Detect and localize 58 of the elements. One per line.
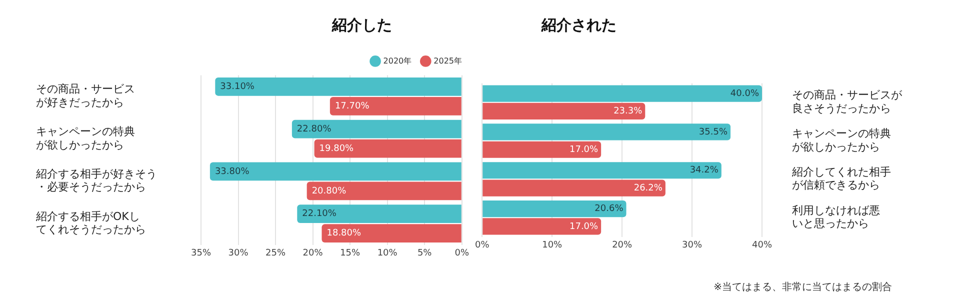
data-label: 35.5% [698,127,728,138]
bar [292,120,462,138]
x-tick-label: 20% [302,248,324,259]
x-tick-label: 35% [190,248,212,259]
x-tick-label: 40% [752,240,772,251]
y-tick-label: その商品・サービスが好きだったから [36,82,135,109]
x-tick-label: 10% [377,248,398,259]
y-tick-label: キャンペーンの特典が欲しかったから [36,125,135,152]
x-tick-label: 5% [417,248,432,259]
y-tick-label: その商品・サービスが良さそうだったから [792,88,903,115]
bar [482,218,602,235]
legend-label: 2025年 [434,56,462,66]
bar [215,77,462,96]
data-label: 20.80% [312,186,347,196]
data-label: 23.3% [614,106,643,117]
data-label: 33.80% [214,166,250,177]
x-tick-label: 10% [542,240,563,251]
data-label: 34.2% [690,166,719,176]
x-tick-label: 0% [475,240,490,251]
bar [314,139,462,158]
data-label: 17.0% [569,222,599,232]
data-label: 22.10% [302,209,337,220]
y-tick-label: キャンペーンの特典が欲しかったから [792,127,891,154]
bar [482,85,762,102]
x-tick-label: 30% [228,248,249,259]
data-label: 18.80% [326,228,362,239]
bar [482,180,666,196]
bar [322,224,462,243]
y-tick-label: 紹介する相手がOKしてくれそうだったから [35,210,146,236]
data-label: 22.80% [296,124,332,134]
bar [297,204,462,224]
bar [482,102,646,120]
x-tick-label: 25% [266,248,286,259]
bar [482,162,722,179]
bar [482,124,731,140]
data-label: 17.70% [334,101,370,112]
data-label: 17.0% [569,144,599,155]
bar [210,162,462,181]
bar [482,200,626,218]
y-tick-label: 紹介する相手が好きそう・必要そうだったから [35,167,157,194]
bar [482,141,602,158]
legend-label: 2020年 [383,56,412,66]
data-label: 26.2% [634,183,663,194]
text: ※当てはまる、非常に当てはまるの割合 [712,280,893,294]
x-tick-label: 0% [454,248,470,259]
data-label: 19.80% [319,144,354,154]
data-label: 20.6% [594,204,624,214]
chart-title: 紹介された [540,15,618,36]
data-label: 40.0% [730,88,760,99]
bar [330,96,462,116]
x-tick-label: 20% [612,240,633,251]
x-tick-label: 30% [682,240,702,251]
data-label: 33.10% [220,82,255,92]
chart-title: 紹介した [330,15,393,36]
x-tick-label: 15% [340,248,361,259]
y-tick-label: 紹介してくれた相手が信頼できるから [791,165,891,192]
bar [306,182,462,200]
y-tick-label: 利用しなければ悪いと思ったから [792,204,880,230]
